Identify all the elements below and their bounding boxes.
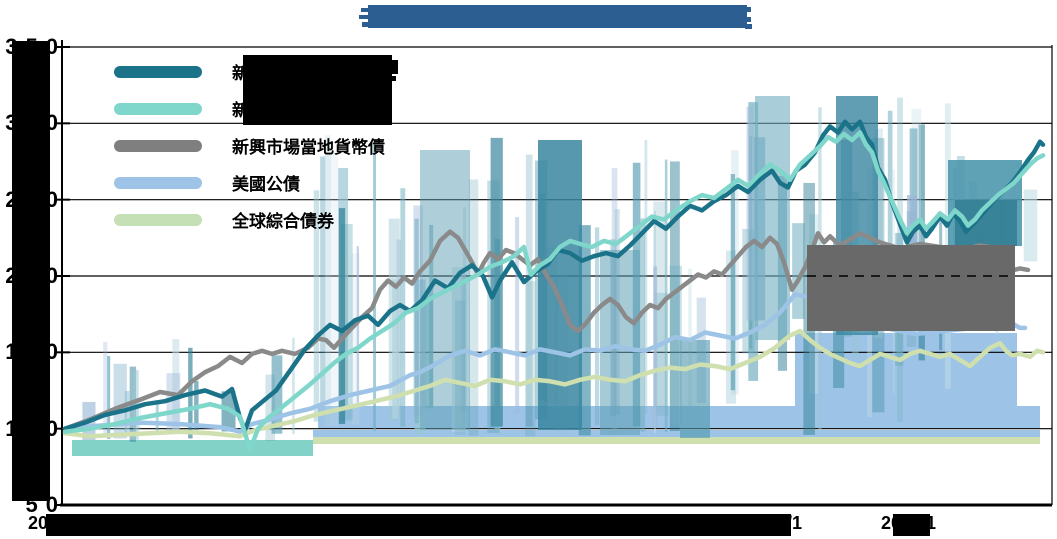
glitch-teal-block (72, 440, 313, 456)
legend-label: 美國公債 (232, 175, 300, 194)
glitch-streak (166, 373, 181, 434)
glitch-bar-x-axis (46, 514, 791, 536)
legend-swatch (114, 213, 202, 226)
glitch-streak (324, 152, 339, 427)
title-glyph-fragment (359, 15, 368, 19)
glitch-gray-block (807, 245, 1015, 331)
legend-swatch (114, 65, 202, 78)
glitch-streak (155, 401, 159, 434)
glitch-streak (414, 218, 419, 424)
glitch-streak (107, 355, 111, 440)
legend-item: 美國公債 (114, 164, 385, 201)
series-line-新 (obscured) (62, 119, 1046, 433)
y-tick-label: 50 (25, 492, 66, 517)
legend-swatch (114, 139, 202, 152)
glitch-streak (338, 208, 346, 424)
glitch-streak (292, 337, 295, 435)
glitch-streak (669, 265, 682, 425)
title-glyph-fragment (747, 7, 751, 12)
legend-label: 新興市場當地貨幣債 (232, 138, 385, 157)
y-tick-label: 250 (5, 186, 66, 212)
glitch-streak (515, 217, 520, 414)
legend-label: 全球綜合債券 (232, 212, 334, 231)
glitch-streak (388, 218, 400, 421)
y-tick-label: 300 (5, 110, 66, 136)
glitch-streak (172, 338, 180, 430)
glitch-streak (1023, 189, 1038, 262)
glitch-streak (664, 159, 668, 432)
glitch-streak (746, 106, 754, 321)
glitch-streak (730, 174, 736, 391)
glitch-dense-streak (538, 140, 582, 430)
glitch-streak (265, 374, 275, 441)
glitch-streak (887, 110, 893, 330)
legend-item: 新興市場當地貨幣債 (114, 127, 385, 164)
glitch-dense-streak (600, 250, 640, 435)
y-tick-label: 350 (5, 34, 66, 59)
glitch-dense-streak (680, 340, 710, 438)
glitch-streak (594, 227, 600, 426)
glitch-streak (271, 355, 283, 434)
glitch-streak (124, 390, 130, 436)
glitch-streak (113, 363, 127, 439)
series-line-全球綜合債券 (62, 328, 1046, 439)
glitch-streak (640, 218, 646, 432)
y-tick-label: 150 (5, 339, 66, 365)
glitch-bar-y-axis (12, 41, 50, 501)
legend-swatch (114, 176, 202, 189)
glitch-streak (874, 128, 883, 339)
glitch-streak (320, 156, 326, 405)
glitch-streak (396, 239, 401, 408)
title-glyph-fragment (745, 24, 752, 29)
chart-title-bar (368, 5, 747, 28)
x-tick-label: 2011/1 (28, 513, 83, 533)
glitch-streak (103, 341, 108, 436)
glitch-streak (490, 137, 503, 427)
glitch-bar-legend (243, 55, 392, 125)
glitch-dense-streak (755, 96, 790, 340)
glitch-streak (669, 161, 680, 432)
glitch-green-strip (313, 437, 1040, 444)
title-glyph-fragment (747, 17, 751, 22)
glitch-streak (392, 279, 399, 419)
glitch-streak (487, 180, 500, 433)
legend-glyph-fragment (392, 76, 396, 81)
title-glyph-fragment (361, 8, 368, 12)
title-glyph-fragment (362, 22, 368, 27)
y-tick-label: 100 (5, 415, 66, 441)
glitch-streak (351, 253, 360, 425)
glitch-streak (324, 135, 331, 426)
glitch-streak (313, 190, 320, 422)
series-line-美國公債 (62, 292, 1028, 434)
chart-legend: 新 新 新興市場當地貨幣債 美國公債 全球綜合債券 (114, 53, 385, 238)
series-line-新 (obscured) (62, 130, 1046, 453)
glitch-streak (468, 179, 479, 436)
x-tick-label: 2019/1 (746, 513, 802, 533)
glitch-streak (373, 139, 377, 431)
glitch-blue-strip (313, 430, 1040, 437)
legend-swatch (114, 102, 202, 115)
x-tick-label: 2021/1 (881, 513, 937, 533)
glitch-blue-tall-block (795, 333, 1017, 429)
y-tick-label: 200 (5, 263, 66, 288)
glitch-streak (644, 139, 648, 414)
glitch-bar-x-label (893, 514, 930, 536)
glitch-streak (525, 281, 536, 437)
legend-glyph-fragment (392, 60, 398, 74)
legend-item: 全球綜合債券 (114, 201, 385, 238)
glitch-streak (525, 154, 533, 427)
